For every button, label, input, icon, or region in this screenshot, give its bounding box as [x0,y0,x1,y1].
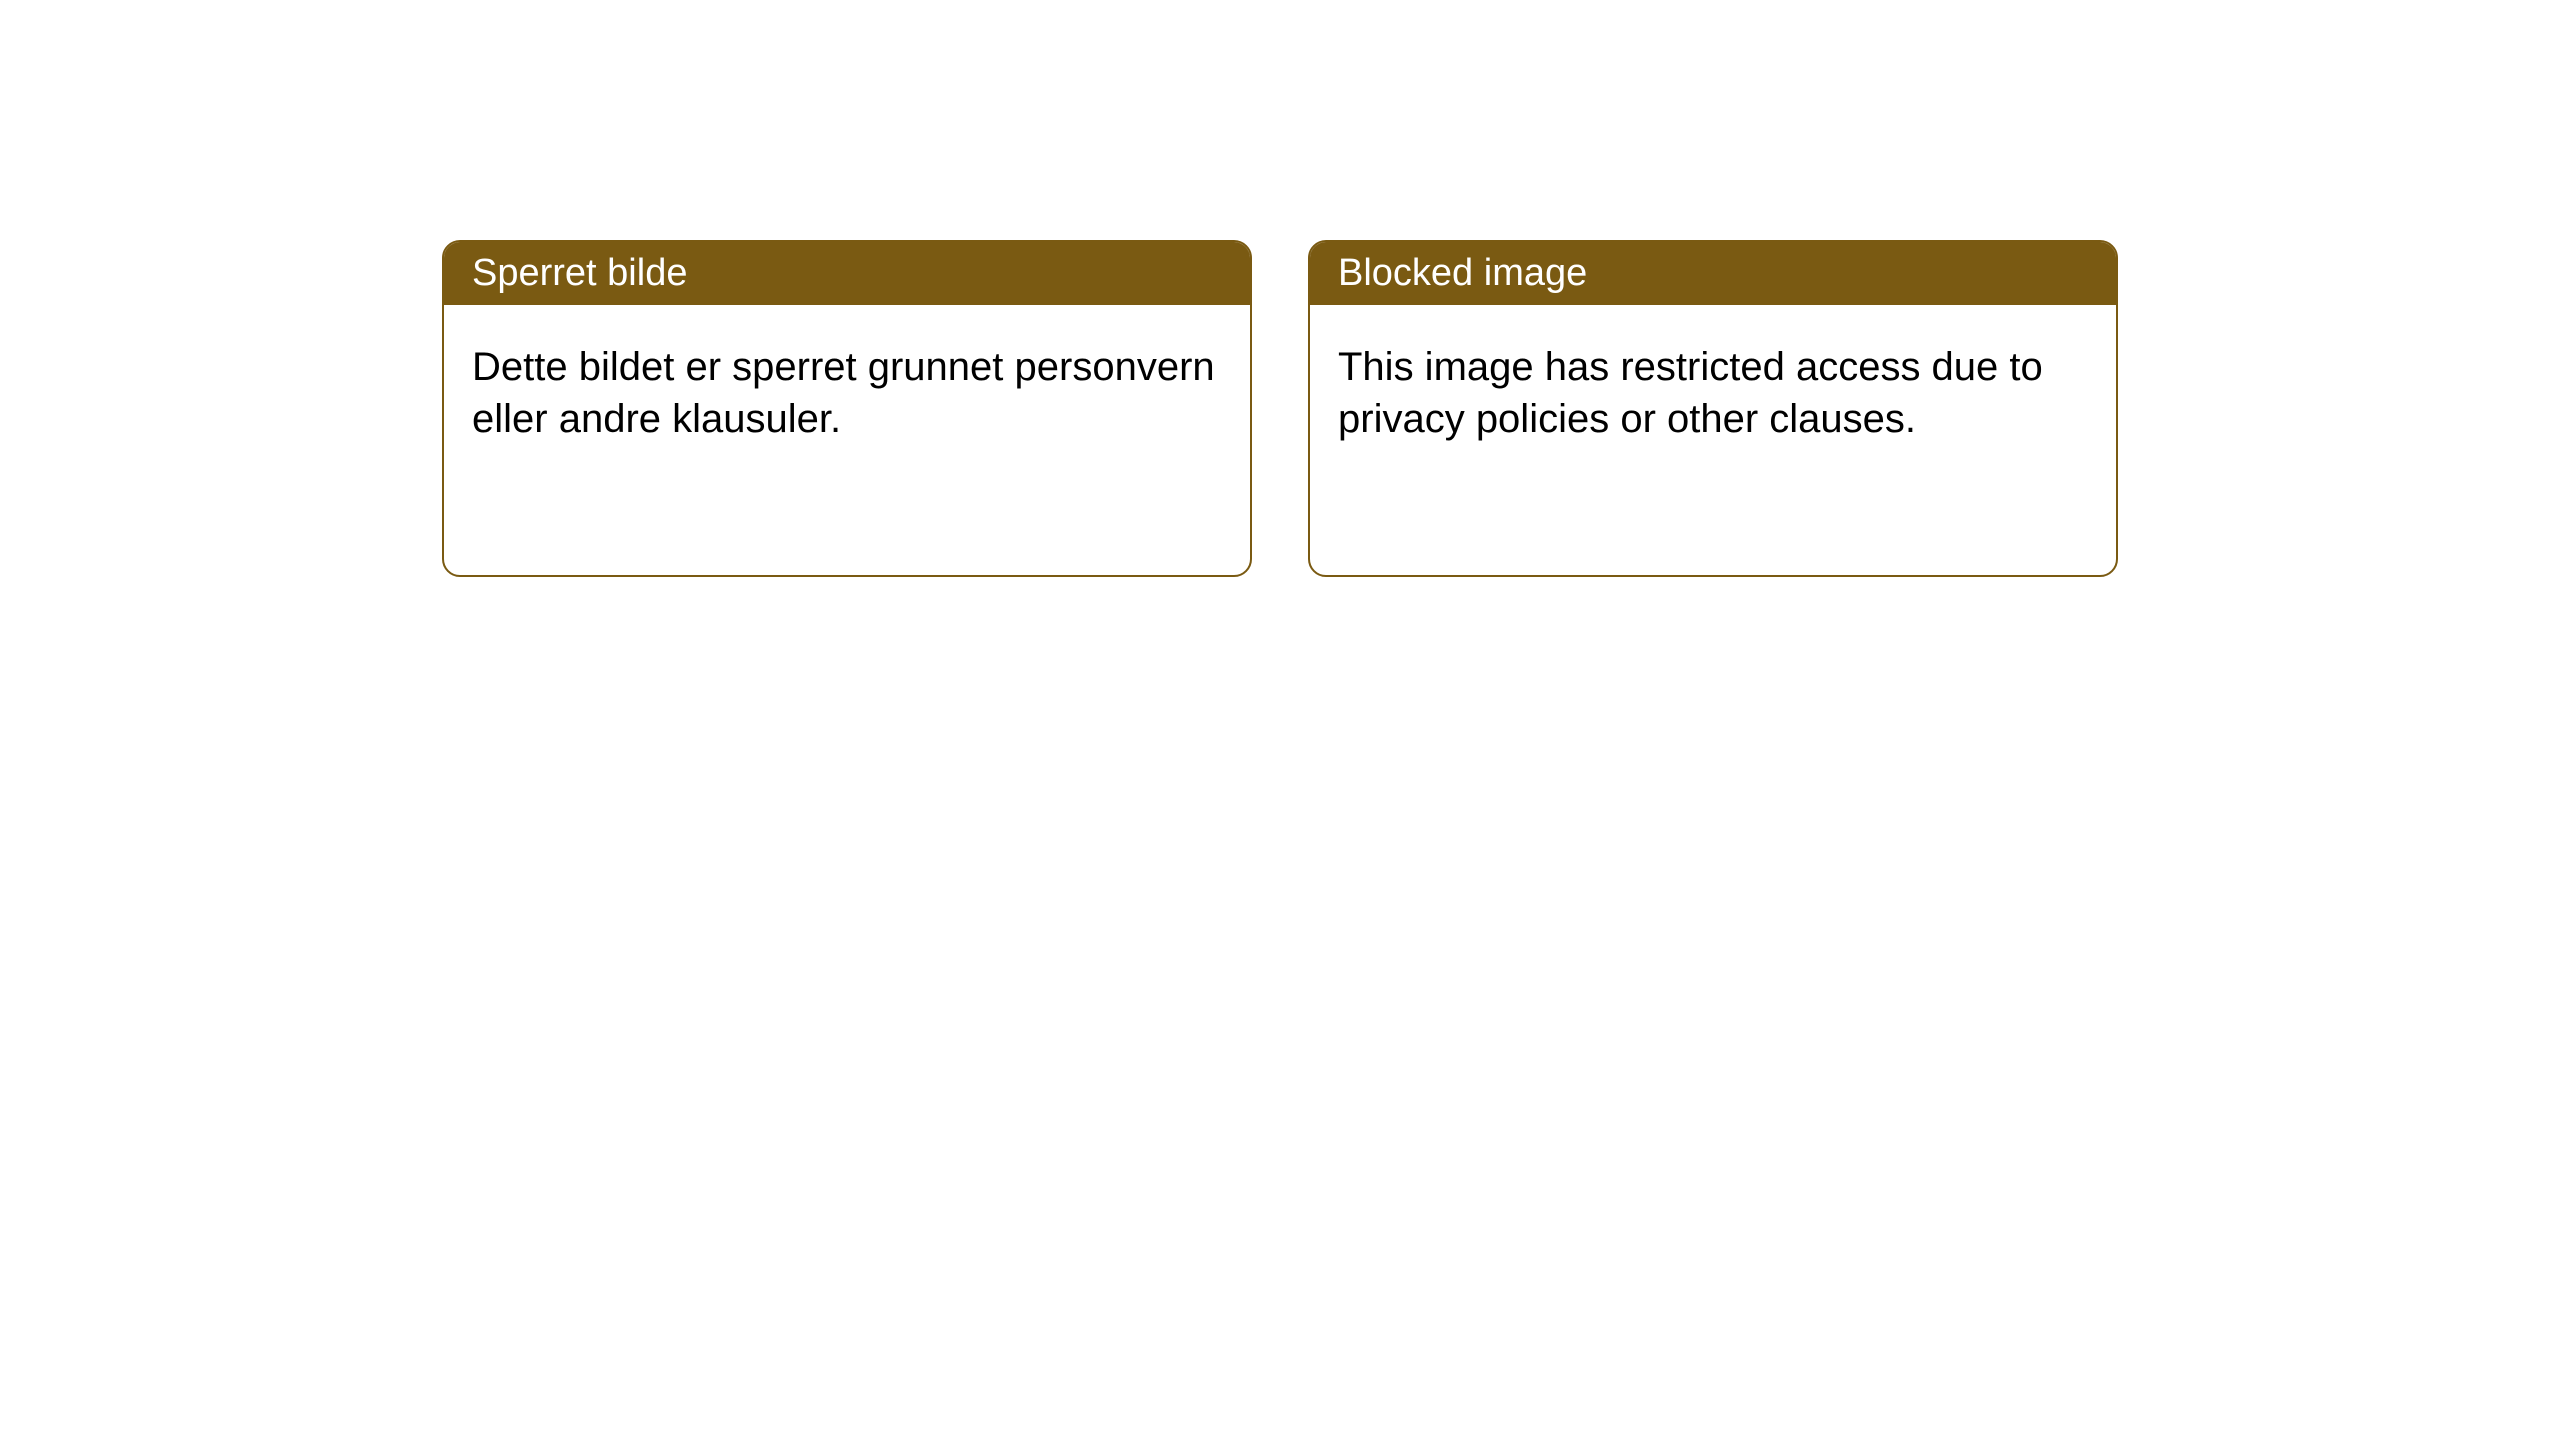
blocked-image-card-norwegian: Sperret bilde Dette bildet er sperret gr… [442,240,1252,577]
notice-cards-container: Sperret bilde Dette bildet er sperret gr… [440,240,2120,577]
card-body-norwegian: Dette bildet er sperret grunnet personve… [444,305,1250,575]
blocked-image-card-english: Blocked image This image has restricted … [1308,240,2118,577]
card-body-english: This image has restricted access due to … [1310,305,2116,575]
card-header-english: Blocked image [1310,242,2116,305]
card-header-norwegian: Sperret bilde [444,242,1250,305]
